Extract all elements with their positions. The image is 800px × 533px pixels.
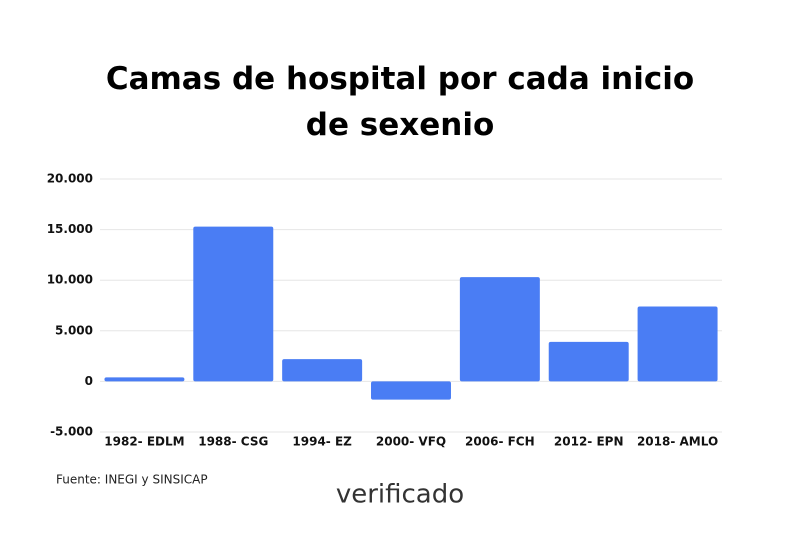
bar bbox=[371, 381, 451, 400]
x-tick-label: 1982- EDLM bbox=[104, 435, 184, 449]
y-tick-label: 0 bbox=[85, 374, 93, 388]
y-tick-label: 10.000 bbox=[47, 273, 93, 287]
source: Fuente: INEGI y SINSICAP bbox=[56, 473, 208, 487]
bar bbox=[282, 359, 363, 382]
y-tick-label: 15.000 bbox=[47, 222, 93, 236]
brand-logo: verificado bbox=[336, 480, 464, 510]
bar bbox=[637, 306, 718, 382]
chart-title: Camas de hospital por cada inicio de sex… bbox=[105, 61, 695, 143]
x-tick-label: 2006- FCH bbox=[465, 435, 535, 449]
x-tick-label: 1994- EZ bbox=[292, 435, 352, 449]
x-tick-label: 2018- AMLO bbox=[637, 435, 718, 449]
x-tick-label: 2000- VFQ bbox=[376, 435, 446, 449]
y-tick-label: 5.000 bbox=[55, 323, 93, 337]
bar bbox=[104, 377, 185, 382]
x-tick-label: 2012- EPN bbox=[554, 435, 624, 449]
bar bbox=[459, 277, 540, 382]
y-tick-label: 20.000 bbox=[47, 172, 93, 186]
bar bbox=[548, 341, 629, 382]
bar bbox=[193, 226, 274, 382]
x-tick-label: 1988- CSG bbox=[198, 435, 268, 449]
y-tick-label: -5.000 bbox=[50, 425, 93, 439]
